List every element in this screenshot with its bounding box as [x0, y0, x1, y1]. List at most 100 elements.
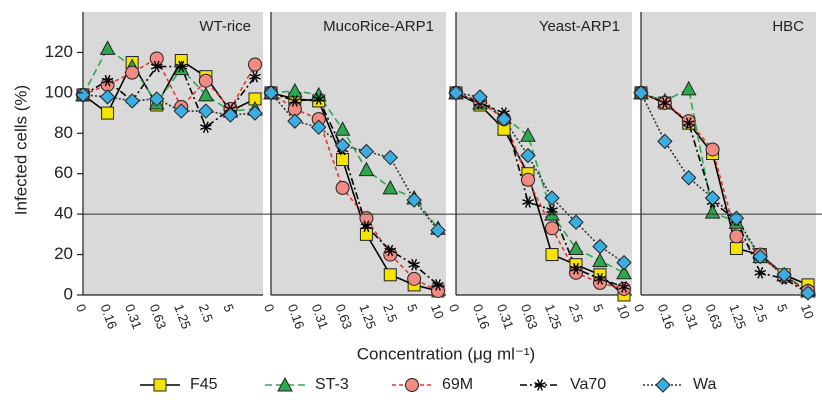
- series-line: [455, 92, 625, 274]
- marker: [728, 210, 745, 226]
- x-tick-label: 0.63: [703, 302, 726, 331]
- panel-title: WT-rice: [199, 18, 251, 35]
- marker-stroke: [249, 73, 261, 80]
- y-tick-label: 100: [45, 82, 73, 101]
- marker: [359, 211, 374, 226]
- marker: [99, 89, 116, 105]
- marker: [149, 91, 165, 107]
- x-tick-label: 1.25: [726, 302, 749, 331]
- marker: [382, 149, 398, 166]
- marker: [383, 268, 397, 282]
- marker-stroke: [289, 98, 301, 104]
- x-tick-label: 0.63: [147, 302, 170, 331]
- marker: [633, 85, 649, 101]
- x-tick-label: 5: [590, 302, 607, 314]
- legend-marker: [153, 378, 167, 392]
- marker-stroke: [522, 199, 534, 205]
- marker: [545, 221, 559, 236]
- marker: [448, 85, 464, 101]
- marker-stroke: [659, 100, 671, 106]
- marker: [521, 172, 535, 187]
- marker-stroke: [682, 120, 695, 127]
- y-tick-label: 0: [64, 284, 73, 303]
- x-tick-label: 1.25: [542, 302, 565, 331]
- marker: [263, 85, 279, 101]
- marker-stroke: [312, 95, 325, 102]
- marker: [568, 240, 584, 256]
- marker-stroke: [150, 63, 163, 70]
- marker: [334, 137, 351, 154]
- x-tick-label: 5: [404, 302, 421, 314]
- x-tick-label: 1.25: [356, 302, 379, 331]
- x-tick-label: 5: [220, 302, 237, 314]
- marker: [406, 192, 422, 208]
- panel-title: MucoRice-ARP1: [323, 18, 434, 35]
- x-tick-label: 1.25: [171, 302, 194, 331]
- legend-label: Va70: [570, 376, 606, 393]
- marker-stroke: [175, 63, 188, 70]
- marker: [754, 266, 767, 279]
- x-tick-label: 10: [428, 302, 447, 321]
- marker: [334, 121, 351, 136]
- x-tick-label: 0.16: [285, 302, 308, 331]
- marker: [287, 82, 303, 98]
- marker: [335, 180, 350, 195]
- marker: [149, 51, 164, 66]
- marker: [522, 196, 534, 208]
- marker: [198, 86, 214, 102]
- legend-label: Wa: [693, 376, 717, 393]
- marker: [430, 222, 446, 239]
- marker: [311, 119, 327, 135]
- marker-stroke: [408, 261, 420, 268]
- marker: [359, 227, 373, 241]
- marker-stroke: [101, 77, 114, 84]
- x-tick-label: 0.31: [494, 302, 517, 331]
- marker: [545, 248, 559, 262]
- x-tick-label: 10: [798, 302, 817, 321]
- marker: [800, 285, 816, 301]
- marker: [616, 254, 632, 271]
- x-tick-label: 0.63: [333, 302, 356, 331]
- x-tick-label: 0.31: [309, 302, 332, 331]
- marker: [681, 170, 697, 186]
- x-tick-label: 0.16: [470, 302, 493, 331]
- x-tick-label: 0: [631, 302, 648, 314]
- marker-stroke: [618, 283, 630, 290]
- marker: [101, 106, 115, 120]
- x-tick-label: 0.16: [655, 302, 678, 331]
- marker: [289, 95, 301, 107]
- marker: [729, 229, 744, 244]
- x-tick-label: 0.16: [98, 302, 121, 331]
- marker: [657, 133, 673, 150]
- x-axis-label: Concentration (μg ml⁻¹): [357, 344, 535, 363]
- marker: [384, 244, 397, 257]
- legend-marker: [277, 376, 293, 392]
- x-tick-label: 0.31: [122, 302, 145, 331]
- marker: [407, 271, 422, 286]
- series-line: [640, 92, 809, 294]
- x-tick-label: 2.5: [196, 302, 216, 324]
- panel-background: [83, 12, 263, 295]
- marker: [752, 248, 768, 265]
- y-tick-label: 60: [54, 163, 73, 182]
- marker: [520, 147, 536, 164]
- marker: [592, 252, 608, 268]
- marker-stroke: [360, 223, 373, 230]
- legend-marker: [655, 377, 671, 393]
- panel-background: [456, 12, 632, 295]
- marker: [124, 93, 140, 109]
- y-tick-label: 40: [54, 204, 73, 223]
- marker: [287, 113, 303, 129]
- marker-stroke: [594, 275, 606, 282]
- marker: [592, 238, 608, 255]
- marker: [594, 273, 606, 285]
- legend-label: F45: [190, 376, 218, 393]
- marker: [200, 121, 212, 134]
- marker: [570, 262, 582, 275]
- marker: [544, 190, 560, 206]
- panel-background: [641, 12, 816, 295]
- marker: [520, 127, 536, 142]
- marker: [776, 267, 792, 283]
- x-tick-label: 10: [614, 302, 633, 321]
- marker: [472, 89, 488, 105]
